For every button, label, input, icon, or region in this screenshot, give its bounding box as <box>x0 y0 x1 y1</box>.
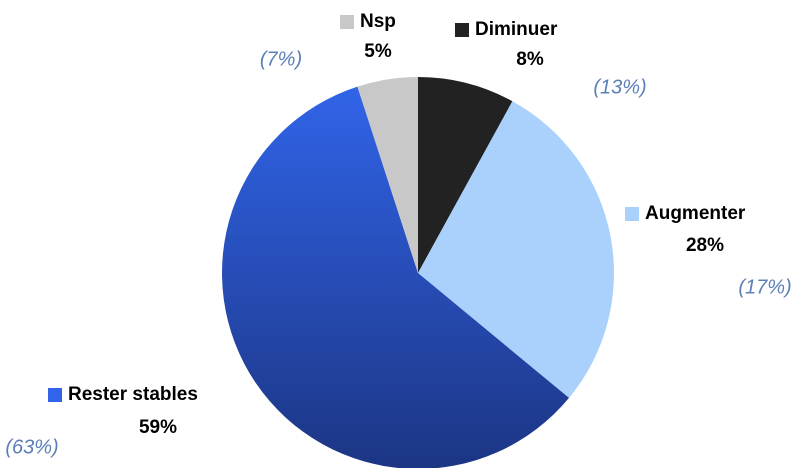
legend-swatch <box>625 207 639 221</box>
annotation: (7%) <box>260 48 302 70</box>
pie-slice <box>222 86 570 468</box>
data-label: 28% <box>686 235 724 256</box>
data-label: 5% <box>364 41 392 62</box>
legend-label: Diminuer <box>475 19 558 40</box>
legend-label: Nsp <box>360 11 396 32</box>
pie-slice <box>418 101 614 398</box>
legend-swatch <box>48 388 62 402</box>
annotation: (17%) <box>738 276 791 298</box>
legend-label: Augmenter <box>645 203 746 224</box>
annotation: (63%) <box>5 436 58 458</box>
legend-swatch <box>455 23 469 37</box>
pie-slice <box>418 77 513 273</box>
pie-slice <box>357 77 418 273</box>
annotation: (13%) <box>593 76 646 98</box>
data-label: 59% <box>139 417 177 438</box>
data-label: 8% <box>516 49 544 70</box>
legend-swatch <box>340 15 354 29</box>
legend-label: Rester stables <box>68 384 198 405</box>
